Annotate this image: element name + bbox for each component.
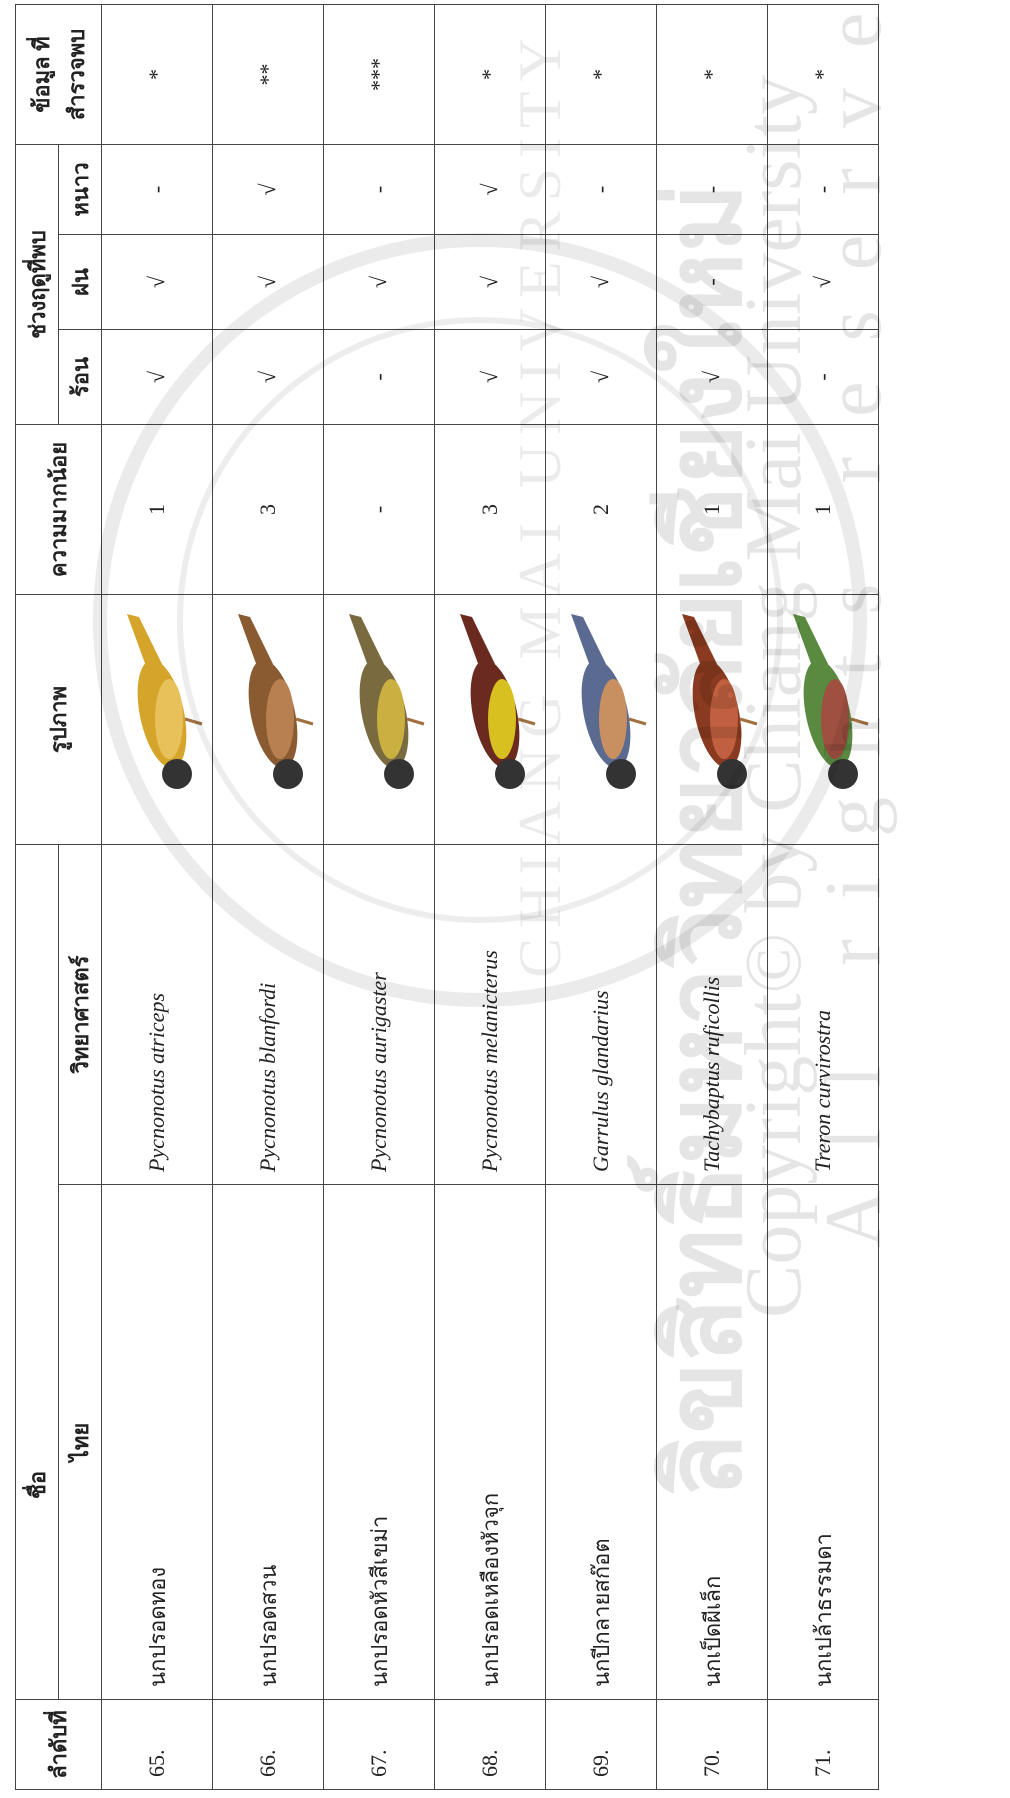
header-sci: วิทยาศาสตร์ [58,844,102,1185]
cell-abundance: 1 [101,424,213,595]
cell-cool: - [767,144,879,235]
cell-info: *** [323,4,435,145]
cell-no: 70. [656,1699,768,1790]
bird-illustration [127,614,203,790]
header-hot: ร้อน [58,329,102,425]
cell-cool: √ [212,144,324,235]
cell-info: * [101,4,213,145]
bird-illustration [682,614,758,790]
cell-image [434,594,546,845]
header-info: ข้อมูล ที่สำรวจพบ [15,4,102,145]
cell-image [101,594,213,845]
cell-hot: √ [101,329,213,425]
bird-table: ลำดับที่ ชื่อ รูปภาพ ความมากน้อย ช่วงฤดู… [15,4,879,1790]
cell-thai: นกปีกลายสก๊อต [545,1184,657,1700]
table-row: 67. นกปรอดหัวสีเขม่า Pycnonotus aurigaster… [323,4,435,1790]
header-rain: ฝน [58,234,102,330]
cell-image [545,594,657,845]
table-row: 68. นกปรอดเหลืองหัวจุก Pycnonotus melanict… [434,4,546,1790]
cell-cool: - [101,144,213,235]
cell-sci: Pycnonotus melanicterus [434,844,546,1185]
cell-info: ** [212,4,324,145]
cell-hot: - [767,329,879,425]
cell-info: * [656,4,768,145]
header-no: ลำดับที่ [15,1699,102,1790]
table-row: 70. นกเป็ดผีเล็ก Tachybaptus ruficollis 1 √ -… [656,4,768,1790]
bird-illustration [571,614,647,790]
cell-sci: Tachybaptus ruficollis [656,844,768,1185]
cell-no: 67. [323,1699,435,1790]
cell-cool: √ [434,144,546,235]
cell-hot: √ [656,329,768,425]
table-row: 71. นกเปล้าธรรมดา Treron curvirostra 1- √ - * [767,4,879,1790]
cell-rain: √ [212,234,324,330]
bird-illustration [238,614,314,790]
header-season: ช่วงฤดูที่พบ [15,144,59,425]
cell-image [656,594,768,845]
cell-rain: √ [545,234,657,330]
cell-abundance: 1 [656,424,768,595]
header-cool: หนาว [58,144,102,235]
cell-sci: Pycnonotus blanfordi [212,844,324,1185]
cell-hot: √ [434,329,546,425]
cell-image [212,594,324,845]
cell-sci: Treron curvirostra [767,844,879,1185]
cell-sci: Pycnonotus atriceps [101,844,213,1185]
cell-rain: √ [767,234,879,330]
cell-hot: √ [212,329,324,425]
cell-cool: - [656,144,768,235]
table-row: 65. นกปรอดทอง Pycnonotus atriceps 1 √ √ - * [101,4,213,1790]
table-body: 65. นกปรอดทอง Pycnonotus atriceps 1 √ √ - * 66. น… [101,4,879,1790]
header-thai: ไทย [58,1184,102,1700]
cell-thai: นกปรอดทอง [101,1184,213,1700]
cell-cool: - [545,144,657,235]
cell-no: 71. [767,1699,879,1790]
cell-thai: นกเป็ดผีเล็ก [656,1184,768,1700]
cell-sci: Pycnonotus aurigaster [323,844,435,1185]
cell-thai: นกปรอดหัวสีเขม่า [323,1184,435,1700]
cell-hot: √ [545,329,657,425]
cell-info: * [545,4,657,145]
cell-thai: นกปรอดเหลืองหัวจุก [434,1184,546,1700]
cell-no: 69. [545,1699,657,1790]
cell-no: 66. [212,1699,324,1790]
bird-illustration [793,614,869,790]
bird-illustration [460,614,536,790]
table-row: 66. นกปรอดสวน Pycnonotus blanfordi 3 √ √ √ ** [212,4,324,1790]
header-abundance: ความมากน้อย [15,424,102,595]
cell-abundance: 1 [767,424,879,595]
bird-illustration [349,614,425,790]
cell-abundance: 2 [545,424,657,595]
cell-hot: - [323,329,435,425]
cell-image [323,594,435,845]
cell-abundance: 3 [212,424,324,595]
cell-no: 65. [101,1699,213,1790]
cell-thai: นกเปล้าธรรมดา [767,1184,879,1700]
cell-rain: √ [434,234,546,330]
header-image: รูปภาพ [15,594,102,845]
cell-image [767,594,879,845]
cell-no: 68. [434,1699,546,1790]
cell-rain: - [656,234,768,330]
cell-sci: Garrulus glandarius [545,844,657,1185]
cell-thai: นกปรอดสวน [212,1184,324,1700]
cell-info: * [767,4,879,145]
cell-cool: - [323,144,435,235]
table-row: 69. นกปีกลายสก๊อต Garrulus glandarius 2 √ √ - * [545,4,657,1790]
header-name: ชื่อ [15,844,59,1700]
cell-abundance: 3 [434,424,546,595]
cell-rain: √ [323,234,435,330]
rotated-page: ลำดับที่ ชื่อ รูปภาพ ความมากน้อย ช่วงฤดู… [15,4,880,1790]
cell-rain: √ [101,234,213,330]
cell-abundance: - [323,424,435,595]
cell-info: * [434,4,546,145]
